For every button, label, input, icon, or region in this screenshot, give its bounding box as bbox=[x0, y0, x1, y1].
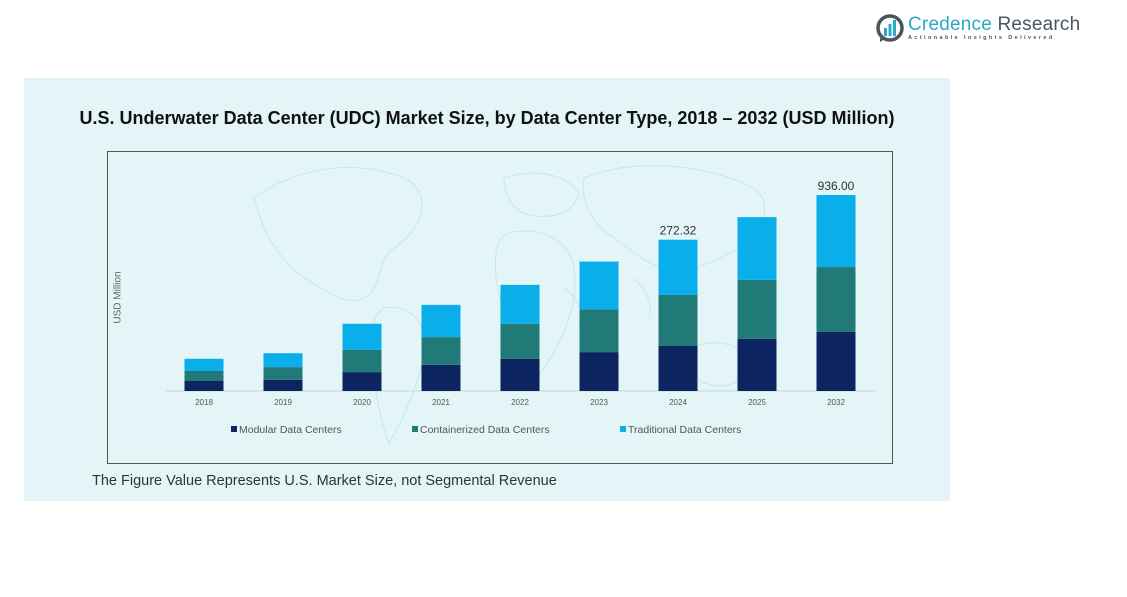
chart-panel: U.S. Underwater Data Center (UDC) Market… bbox=[24, 78, 950, 501]
brand-logo: Credence Research Actionable Insights De… bbox=[876, 14, 1080, 42]
bar-segment-2025-traditional-data-centers bbox=[737, 217, 777, 280]
bar-segment-2019-traditional-data-centers bbox=[263, 353, 303, 368]
footnote: The Figure Value Represents U.S. Market … bbox=[92, 473, 557, 489]
bar-segment-2022-traditional-data-centers bbox=[500, 284, 540, 324]
legend-swatch bbox=[620, 426, 626, 432]
x-tick-label: 2019 bbox=[274, 398, 292, 407]
bar-segment-2023-modular-data-centers bbox=[579, 352, 619, 391]
bar-segment-2021-traditional-data-centers bbox=[421, 304, 461, 338]
bar-segment-2019-modular-data-centers bbox=[263, 379, 303, 391]
bar-chart-logo-icon bbox=[876, 14, 904, 42]
bar-segment-2020-modular-data-centers bbox=[342, 372, 382, 391]
x-tick-label: 2018 bbox=[195, 398, 213, 407]
brand-tagline: Actionable Insights Delivered bbox=[908, 34, 1055, 41]
x-tick-label: 2023 bbox=[590, 398, 608, 407]
legend-item-modular-data-centers: Modular Data Centers bbox=[231, 424, 342, 436]
bar-segment-2020-traditional-data-centers bbox=[342, 323, 382, 350]
legend-swatch bbox=[412, 426, 418, 432]
x-tick-label: 2022 bbox=[511, 398, 529, 407]
x-tick-label: 2024 bbox=[669, 398, 687, 407]
bar-segment-2022-modular-data-centers bbox=[500, 358, 540, 391]
stacked-bar-chart: 2018 2019 2020 2021 2022 2023 2024 2025 2032 272… bbox=[166, 179, 876, 436]
legend-swatch bbox=[231, 426, 237, 432]
legend-item-containerized-data-centers: Containerized Data Centers bbox=[412, 424, 550, 436]
plot-frame bbox=[107, 151, 893, 464]
bar-segment-2021-modular-data-centers bbox=[421, 364, 461, 391]
legend-item-traditional-data-centers: Traditional Data Centers bbox=[620, 424, 741, 436]
bar-segment-2032-containerized-data-centers bbox=[816, 267, 856, 332]
bar-segment-2018-modular-data-centers bbox=[184, 380, 224, 391]
bar-segment-2024-containerized-data-centers bbox=[658, 294, 698, 346]
x-tick-label: 2020 bbox=[353, 398, 371, 407]
bar-segment-2018-containerized-data-centers bbox=[184, 370, 224, 381]
x-tick-label: 2032 bbox=[827, 398, 845, 407]
bar-segment-2022-containerized-data-centers bbox=[500, 323, 540, 359]
x-tick-label: 2021 bbox=[432, 398, 450, 407]
brand-name: Credence Research bbox=[908, 13, 1081, 35]
legend-label: Traditional Data Centers bbox=[628, 424, 741, 436]
bar-segment-2025-modular-data-centers bbox=[737, 338, 777, 391]
bar-segment-2032-traditional-data-centers bbox=[816, 195, 856, 268]
x-tick-label: 2025 bbox=[748, 398, 766, 407]
bar-segment-2024-traditional-data-centers bbox=[658, 239, 698, 295]
bar-segment-2021-containerized-data-centers bbox=[421, 337, 461, 365]
data-label-2024: 272.32 bbox=[660, 224, 697, 238]
bar-segment-2024-modular-data-centers bbox=[658, 345, 698, 391]
bar-segment-2018-traditional-data-centers bbox=[184, 358, 224, 371]
bar-segment-2023-containerized-data-centers bbox=[579, 309, 619, 353]
chart-title: U.S. Underwater Data Center (UDC) Market… bbox=[79, 108, 895, 128]
bar-segment-2020-containerized-data-centers bbox=[342, 349, 382, 373]
bar-segment-2025-containerized-data-centers bbox=[737, 279, 777, 339]
legend-label: Modular Data Centers bbox=[239, 424, 342, 436]
bar-segment-2023-traditional-data-centers bbox=[579, 261, 619, 310]
bar-segment-2019-containerized-data-centers bbox=[263, 367, 303, 380]
bar-segment-2032-modular-data-centers bbox=[816, 331, 856, 391]
legend-label: Containerized Data Centers bbox=[420, 424, 550, 436]
data-label-2032: 936.00 bbox=[818, 179, 855, 193]
